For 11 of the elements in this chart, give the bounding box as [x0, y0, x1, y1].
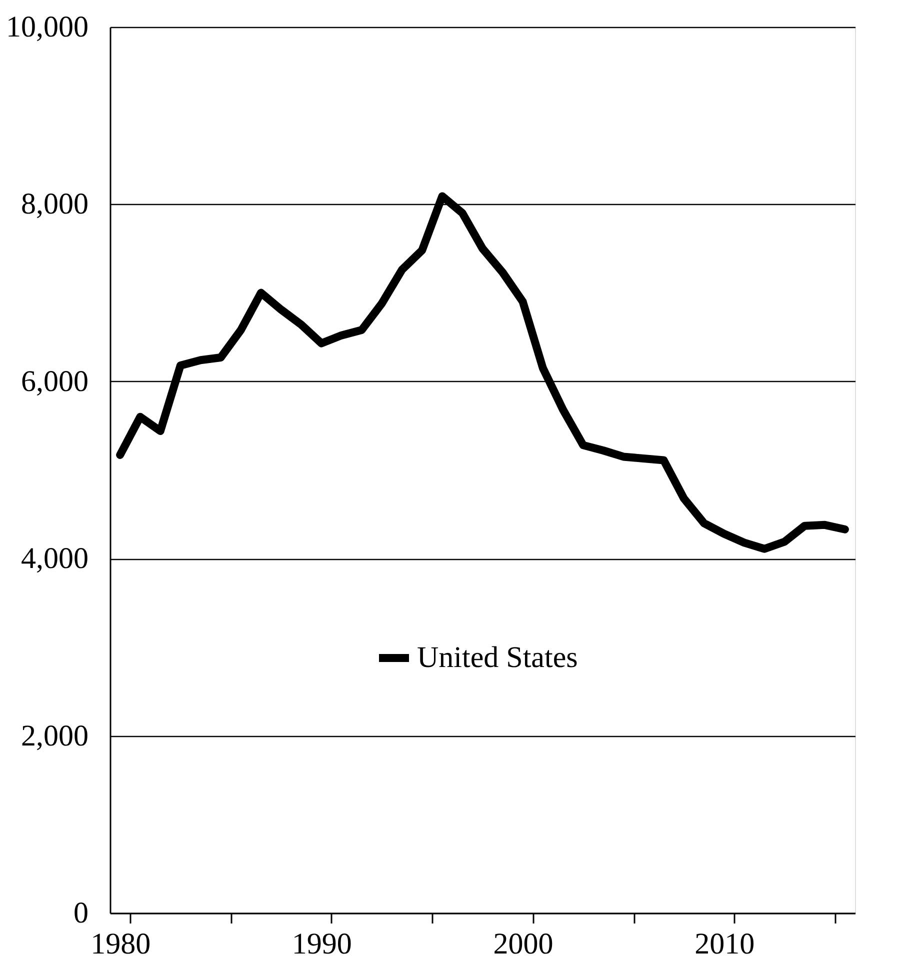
x-tick-label: 1980	[90, 928, 151, 960]
x-tick-label: 2000	[493, 928, 554, 960]
y-tick-label: 2,000	[21, 719, 88, 752]
y-tick-label: 4,000	[21, 542, 88, 576]
x-tick-label: 2010	[694, 928, 755, 960]
y-tick-label: 8,000	[21, 188, 88, 221]
x-tick-label: 1990	[292, 928, 352, 960]
y-tick-label: 10,000	[6, 10, 88, 44]
y-tick-label: 6,000	[21, 364, 88, 398]
y-tick-label: 0	[74, 896, 88, 930]
legend-label: United States	[417, 641, 578, 674]
